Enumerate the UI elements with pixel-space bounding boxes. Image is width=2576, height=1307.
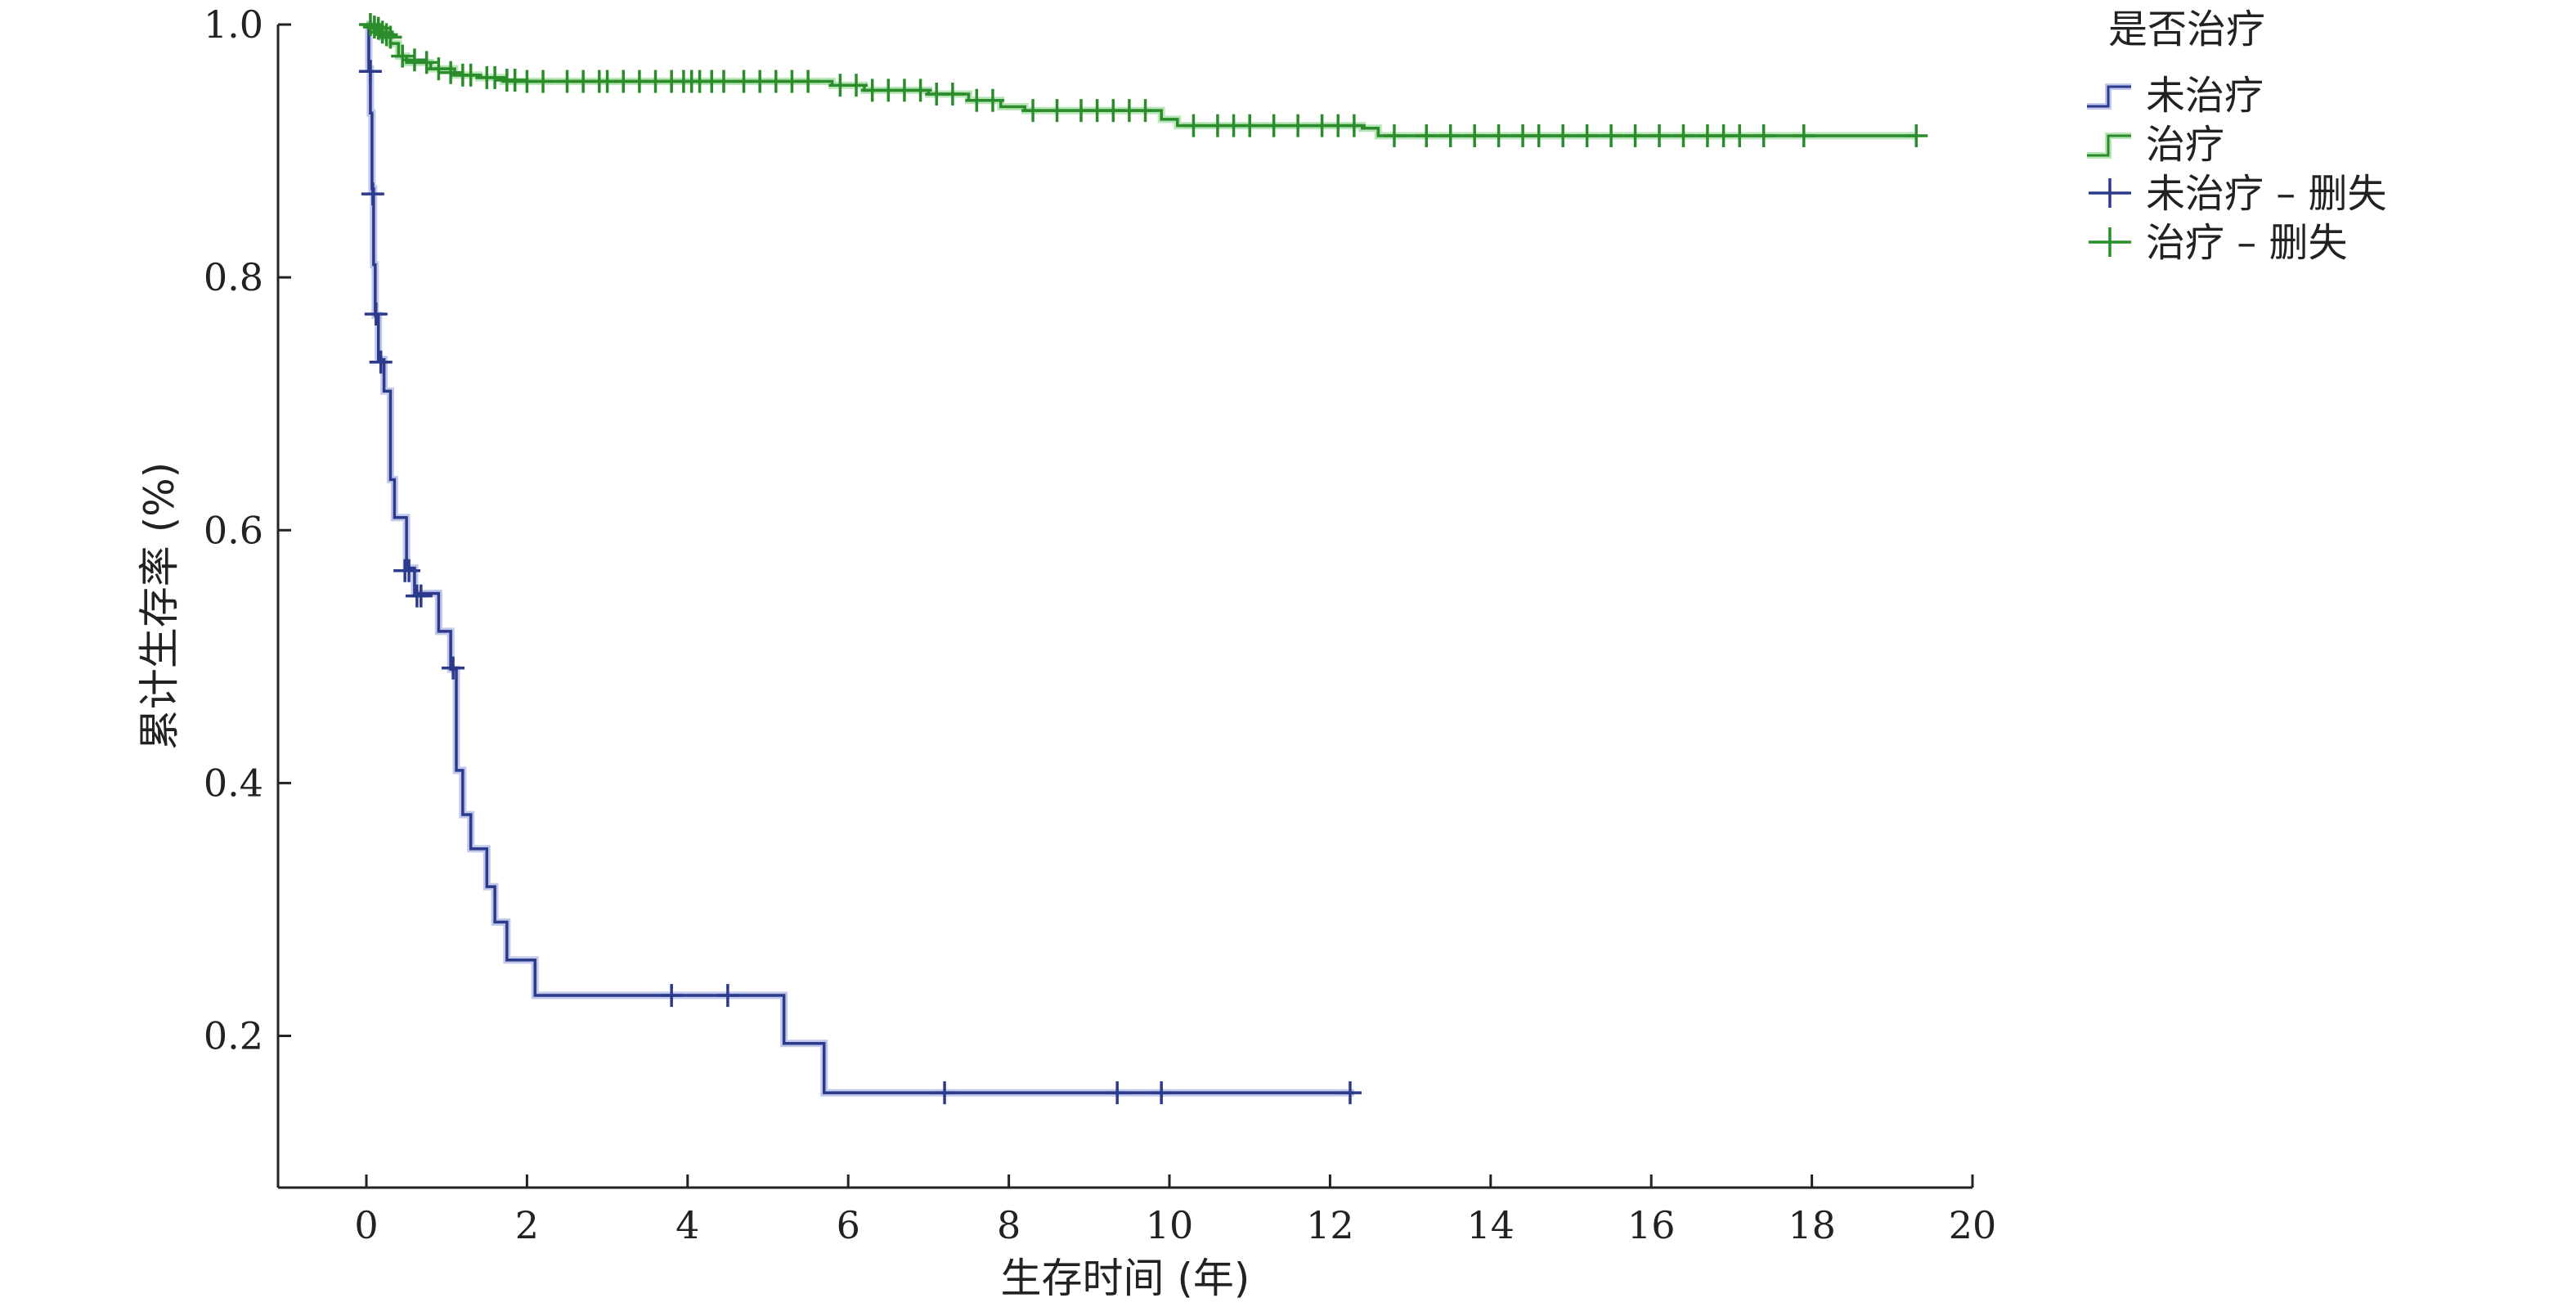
- legend-label: 治疗 – 删失: [2146, 220, 2348, 266]
- x-tick-label: 2: [515, 1203, 539, 1247]
- censor-mark: [1600, 124, 1623, 148]
- x-tick-label: 16: [1627, 1203, 1676, 1247]
- censor-mark: [532, 70, 555, 93]
- censor-mark: [442, 656, 465, 680]
- x-tick-label: 20: [1949, 1203, 1997, 1247]
- censor-mark: [358, 60, 382, 83]
- legend-entry: 未治疗: [2087, 73, 2264, 119]
- censor-mark: [940, 83, 964, 106]
- x-tick-label: 10: [1146, 1203, 1194, 1247]
- legend-step-symbol-line: [2087, 134, 2131, 157]
- censor-mark: [427, 57, 451, 81]
- censor-mark: [361, 182, 384, 206]
- x-tick-label: 14: [1467, 1203, 1515, 1247]
- censor-mark: [1150, 1081, 1174, 1105]
- y-tick-label: 0.4: [204, 761, 263, 805]
- censor-mark: [391, 44, 415, 68]
- censor-mark: [797, 70, 820, 93]
- censor-mark: [1575, 124, 1599, 148]
- legend-label: 未治疗 – 删失: [2146, 171, 2387, 217]
- y-tick-label: 0.8: [204, 255, 263, 299]
- censor-mark: [660, 984, 684, 1008]
- x-tick-label: 4: [675, 1203, 699, 1247]
- censor-mark: [712, 70, 736, 93]
- censor-mark: [409, 584, 433, 608]
- y-tick-label: 0.6: [204, 508, 263, 552]
- censor-mark: [1133, 99, 1157, 123]
- x-tick-label: 6: [837, 1203, 860, 1247]
- series-1: [358, 13, 1928, 148]
- x-axis-title: 生存时间 (年): [1001, 1255, 1250, 1302]
- censor-mark: [933, 1081, 957, 1105]
- censor-mark: [415, 51, 438, 74]
- x-tick-label: 12: [1306, 1203, 1354, 1247]
- censor-mark: [716, 984, 739, 1008]
- legend-entry: 治疗: [2087, 122, 2224, 168]
- censor-mark: [1021, 99, 1045, 123]
- tick-marks: 0 2 4 6 8 10 12 14 16 18 20 0.2 0.4 0.6 0.8 1.0: [204, 2, 1996, 1247]
- censor-mark: [1238, 114, 1262, 137]
- series-0: [358, 20, 1362, 1105]
- censor-mark: [439, 61, 463, 84]
- censor-mark: [845, 74, 868, 97]
- censor-mark: [1551, 124, 1575, 148]
- series-group: [358, 13, 1928, 1105]
- censor-mark: [1182, 114, 1205, 137]
- x-tick-label: 0: [354, 1203, 378, 1247]
- censor-mark: [375, 23, 398, 47]
- censor-mark: [364, 302, 388, 326]
- y-axis-title: 累计生存率 (%): [136, 462, 183, 750]
- censor-mark: [1338, 1081, 1362, 1105]
- censor-mark: [1752, 124, 1775, 148]
- axes: [276, 25, 1972, 1189]
- censor-mark: [1672, 124, 1695, 148]
- censor-mark: [1728, 124, 1752, 148]
- censor-mark: [1487, 124, 1510, 148]
- censor-mark: [1342, 114, 1366, 137]
- censor-mark: [909, 79, 932, 102]
- y-tick-label: 1.0: [204, 2, 263, 47]
- series-0-line: [366, 23, 1354, 1094]
- x-tick-label: 8: [997, 1203, 1021, 1247]
- censor-mark: [1382, 124, 1406, 148]
- censor-mark: [402, 48, 426, 72]
- series-1-line: [366, 23, 1917, 137]
- censor-mark: [1905, 124, 1928, 148]
- censor-mark: [981, 88, 1004, 112]
- censor-mark: [1286, 114, 1310, 137]
- censor-mark: [1045, 99, 1069, 123]
- censor-mark: [1648, 124, 1672, 148]
- censor-mark: [1438, 124, 1462, 148]
- x-tick-label: 18: [1788, 1203, 1836, 1247]
- censor-mark: [1792, 124, 1815, 148]
- censor-mark: [483, 65, 507, 89]
- legend-label: 未治疗: [2146, 73, 2264, 119]
- legend-title: 是否治疗: [2108, 7, 2265, 52]
- censor-mark: [1623, 124, 1647, 148]
- censor-mark: [1415, 124, 1438, 148]
- legend-entry: 治疗 – 删失: [2089, 220, 2348, 266]
- censor-mark: [1527, 124, 1551, 148]
- censor-mark: [1106, 1081, 1129, 1105]
- censor-mark: [1262, 114, 1286, 137]
- legend-label: 治疗: [2146, 122, 2224, 168]
- legend-entry: 未治疗 – 删失: [2089, 171, 2387, 217]
- censor-mark: [379, 25, 402, 49]
- censor-mark: [369, 350, 393, 374]
- series-0-halo: [365, 20, 1354, 1097]
- censor-mark: [1463, 124, 1487, 148]
- y-tick-label: 0.2: [204, 1014, 263, 1058]
- legend-step-symbol-line: [2087, 85, 2131, 108]
- censor-mark: [397, 559, 421, 582]
- censor-mark: [459, 63, 482, 87]
